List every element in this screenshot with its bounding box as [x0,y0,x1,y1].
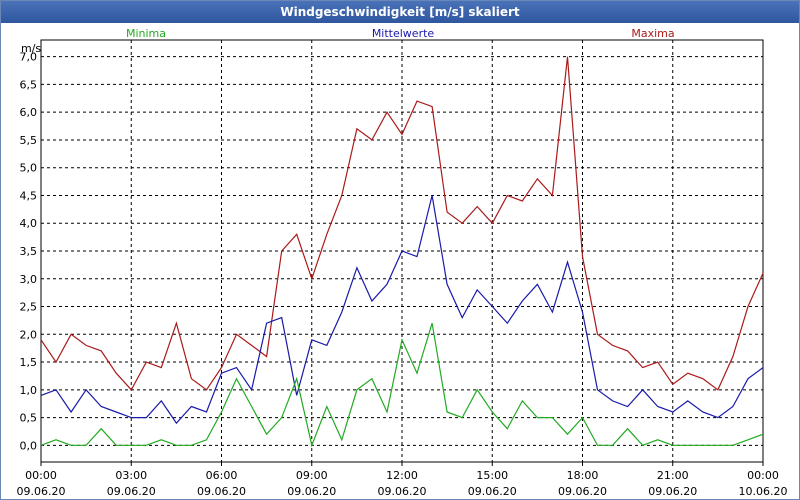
x-tick-time: 18:00 [567,469,599,482]
y-tick-label: 6,5 [20,78,38,91]
series-line-maxima [40,56,764,391]
series-lines [40,56,764,448]
y-tick-label: 0,5 [20,412,38,425]
x-tick-time: 06:00 [206,469,238,482]
x-tick-date: 09.06.20 [107,485,156,498]
y-tick-label: 4,5 [20,189,38,202]
y-tick-label: 3,5 [20,245,38,258]
x-axis-labels: 00:00 09.06.20 03:00 09.06.20 06:00 09.06.20 0… [17,469,788,498]
y-tick-label: 1,5 [20,356,38,369]
legend-mittelwerte: Mittelwerte [372,27,435,40]
y-tick-label: 1,0 [20,384,38,397]
x-tick-date: 09.06.20 [197,485,246,498]
series-line-minima [40,323,764,448]
x-tick-date: 09.06.20 [648,485,697,498]
legend: Minima Mittelwerte Maxima [126,27,675,40]
x-tick-time: 03:00 [115,469,147,482]
line-chart: 0,0 0,5 1,0 1,5 2,0 2,5 3,0 3,5 4,0 4,5 5,0 5,5 6,0 6… [17,27,788,498]
y-tick-label: 2,5 [20,301,38,314]
y-tick-label: 3,0 [20,273,38,286]
x-tick-time: 00:00 [25,469,57,482]
plot-border [40,39,764,463]
y-tick-label: 2,0 [20,328,38,341]
y-tick-label: 6,0 [20,106,38,119]
y-axis-labels: 0,0 0,5 1,0 1,5 2,0 2,5 3,0 3,5 4,0 4,5 5,0 5,5 6,0 6… [20,51,38,453]
plot-frame [40,39,764,463]
grid [40,40,764,466]
legend-maxima: Maxima [631,27,674,40]
x-tick-time: 12:00 [386,469,418,482]
x-tick-time: 09:00 [296,469,328,482]
x-tick-date: 09.06.20 [378,485,427,498]
y-tick-label: 0,0 [20,439,38,452]
x-tick-date: 09.06.20 [17,485,66,498]
series-line-mittelwerte [40,195,764,425]
x-tick-date: 09.06.20 [287,485,336,498]
x-tick-date: 10.06.20 [739,485,788,498]
x-tick-date: 09.06.20 [468,485,517,498]
y-tick-label: 4,0 [20,217,38,230]
legend-minima: Minima [126,27,166,40]
x-tick-time: 00:00 [747,469,779,482]
x-tick-time: 15:00 [476,469,508,482]
y-tick-label: 7,0 [20,51,38,64]
y-axis-unit: m/s [21,42,41,55]
y-tick-label: 5,0 [20,162,38,175]
x-tick-date: 09.06.20 [558,485,607,498]
chart-title: Windgeschwindigkeit [m/s] skaliert [1,1,799,23]
y-tick-label: 5,5 [20,134,38,147]
x-tick-time: 21:00 [657,469,689,482]
